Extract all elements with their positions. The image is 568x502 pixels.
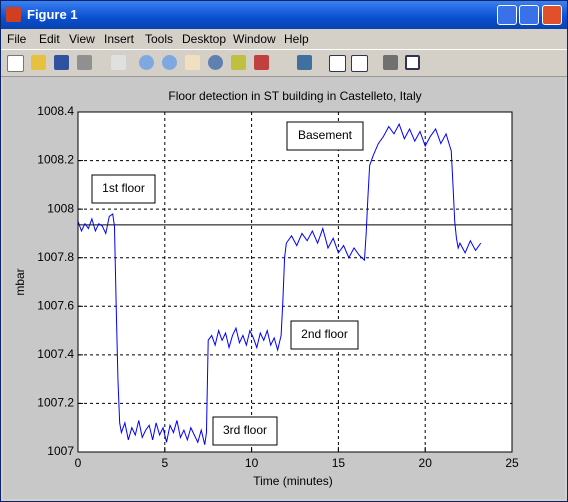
menu-item[interactable]: File <box>7 32 27 46</box>
data-line <box>77 122 482 445</box>
rotate-icon[interactable] <box>208 55 223 70</box>
annotation: 2nd floor <box>301 327 348 341</box>
zoom-out-icon[interactable] <box>162 55 177 70</box>
save-icon[interactable] <box>54 55 69 70</box>
annotation-box <box>91 174 156 204</box>
annotation-box <box>286 121 364 151</box>
window-title: Figure 1 <box>27 7 78 22</box>
menu-bar: File Edit View Insert Tools Desktop Window Help <box>1 29 567 48</box>
datacursor-icon[interactable] <box>231 55 246 70</box>
legend-icon[interactable] <box>351 55 368 72</box>
print-icon[interactable] <box>77 55 92 70</box>
app-icon <box>6 7 21 22</box>
x-tick-label: 20 <box>419 456 433 470</box>
menu-item[interactable]: Edit <box>39 32 60 46</box>
y-tick-label: 1007 <box>47 444 74 458</box>
toolbar <box>1 49 567 77</box>
dock-icon[interactable] <box>405 55 420 70</box>
annotation-box <box>212 416 278 446</box>
x-tick-label: 0 <box>75 456 82 470</box>
y-axis-label: mbar <box>13 268 27 295</box>
annotation: 3rd floor <box>223 423 267 437</box>
figure: Floor detection in ST building in Castel… <box>3 77 565 499</box>
annotation: Basement <box>298 128 353 142</box>
y-tick-label: 1008.2 <box>37 153 74 167</box>
x-tick-label: 15 <box>332 456 346 470</box>
y-tick-label: 1007.8 <box>37 250 74 264</box>
annotation: 1st floor <box>102 181 145 195</box>
maximize-button[interactable] <box>519 5 539 25</box>
chart-title: Floor detection in ST building in Castel… <box>168 89 421 103</box>
menu-item[interactable]: Help <box>284 32 309 46</box>
annotation-box <box>290 320 359 350</box>
open-icon[interactable] <box>31 55 46 70</box>
x-tick-label: 10 <box>245 456 259 470</box>
pan-icon[interactable] <box>185 55 200 70</box>
x-tick-label: 5 <box>161 456 168 470</box>
brush-icon[interactable] <box>254 55 269 70</box>
close-button[interactable] <box>542 5 562 25</box>
arrow-icon[interactable] <box>111 55 126 70</box>
x-axis-label: Time (minutes) <box>253 474 333 488</box>
menu-item[interactable]: Desktop <box>182 32 227 46</box>
y-tick-label: 1008 <box>47 201 74 215</box>
menu-item[interactable]: Window <box>233 32 276 46</box>
minimize-button[interactable] <box>497 5 517 25</box>
y-tick-label: 1007.4 <box>37 347 74 361</box>
x-tick-label: 25 <box>505 456 519 470</box>
menu-item[interactable]: Tools <box>145 32 174 46</box>
y-tick-label: 1008.4 <box>37 104 74 118</box>
hide-tools-icon[interactable] <box>383 55 398 70</box>
axes-frame <box>77 111 513 453</box>
menu-item[interactable]: Insert <box>104 32 135 46</box>
link-icon[interactable] <box>297 55 312 70</box>
y-tick-label: 1007.2 <box>37 396 74 410</box>
y-tick-label: 1007.6 <box>37 298 74 312</box>
colorbar-icon[interactable] <box>329 55 346 72</box>
new-icon[interactable] <box>7 55 24 72</box>
plot-area <box>78 112 512 452</box>
title-bar: Figure 1 <box>1 1 567 29</box>
zoom-in-icon[interactable] <box>139 55 154 70</box>
menu-item[interactable]: View <box>69 32 95 46</box>
